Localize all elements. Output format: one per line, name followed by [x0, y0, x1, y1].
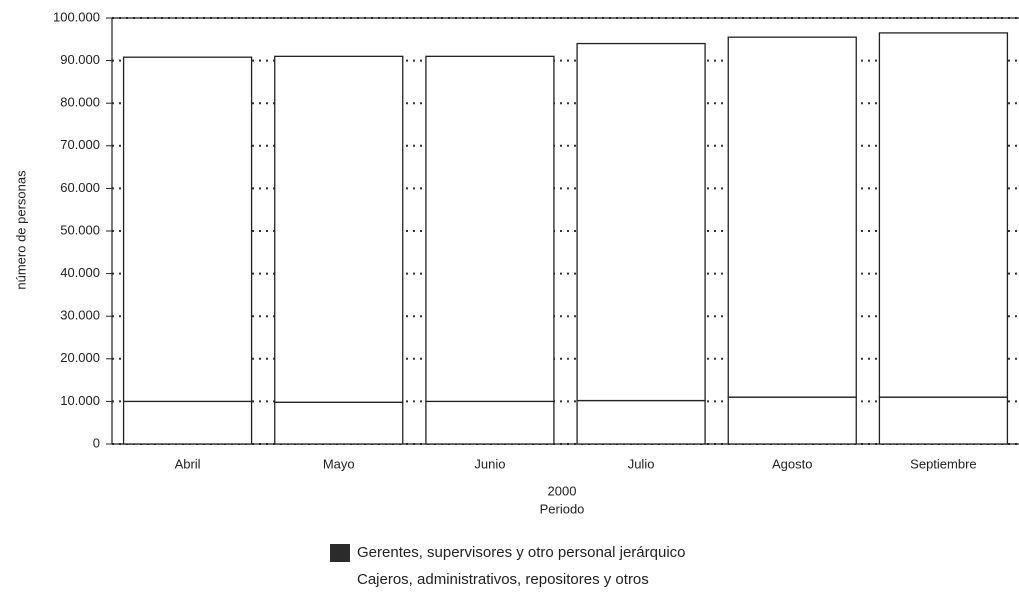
y-tick-label: 100.000 [53, 9, 100, 24]
bar-segment [274, 401, 404, 445]
x-tick-label: Septiembre [910, 456, 976, 471]
y-tick-label: 70.000 [60, 137, 100, 152]
y-tick-label: 10.000 [60, 393, 100, 408]
bar-segment [727, 36, 857, 398]
x-tick-label: Julio [628, 456, 655, 471]
x-tick-label: Junio [474, 456, 505, 471]
y-tick-label: 0 [93, 435, 100, 450]
bar-segment [878, 396, 1009, 445]
y-tick-label: 40.000 [60, 265, 100, 280]
bar-segment [274, 55, 404, 403]
y-tick-label: 60.000 [60, 180, 100, 195]
bar-segment [727, 396, 857, 445]
y-tick-label: 90.000 [60, 52, 100, 67]
x-tick-label: Agosto [772, 456, 812, 471]
bar-segment [425, 400, 555, 445]
legend-swatch [330, 571, 350, 589]
y-tick-label: 20.000 [60, 350, 100, 365]
legend-swatch [330, 544, 350, 562]
x-axis-title: Periodo [540, 501, 585, 516]
y-tick-label: 30.000 [60, 308, 100, 323]
y-tick-label: 80.000 [60, 95, 100, 110]
x-tick-label: Mayo [323, 456, 355, 471]
y-tick-label: 50.000 [60, 222, 100, 237]
bar-segment [878, 32, 1009, 398]
legend-label: Cajeros, administrativos, repositores y … [357, 571, 649, 588]
bar-segment [122, 56, 253, 403]
bar-segment [576, 42, 706, 402]
x-axis-year: 2000 [548, 483, 577, 498]
legend-label: Gerentes, supervisores y otro personal j… [357, 544, 686, 561]
bar-segment [576, 399, 706, 445]
bar-segment [122, 400, 253, 445]
bar-segment [425, 55, 555, 403]
y-axis-title: número de personas [13, 170, 28, 290]
x-tick-label: Abril [175, 456, 201, 471]
